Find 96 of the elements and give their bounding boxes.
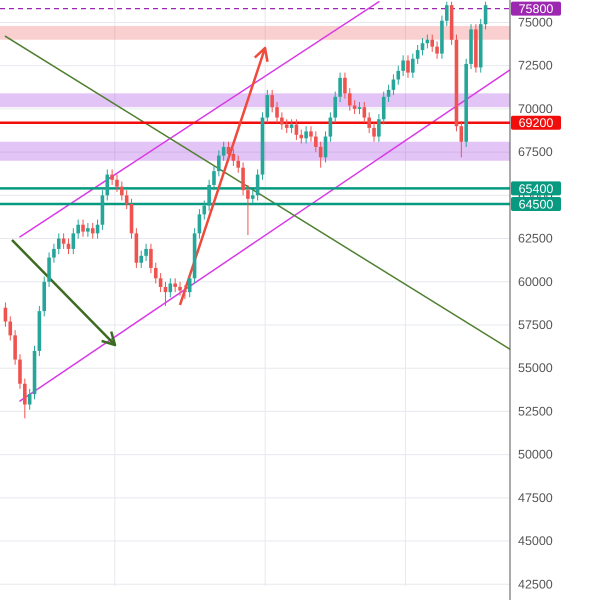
candlestick — [430, 34, 434, 52]
y-tick-label: 60000 — [518, 274, 553, 289]
candlestick — [72, 228, 76, 255]
candlestick — [168, 278, 172, 298]
candlestick — [284, 118, 289, 134]
candlestick — [96, 219, 100, 240]
ref-line-label: 64500 — [518, 197, 554, 212]
candlestick — [250, 190, 255, 204]
y-tick-label: 62500 — [518, 232, 553, 246]
candlestick — [444, 1, 449, 26]
candlestick — [115, 174, 119, 192]
candlestick — [62, 232, 66, 250]
y-tick-label: 42500 — [518, 577, 553, 592]
y-tick-label: 52500 — [518, 404, 553, 418]
candlestick — [401, 54, 405, 77]
y-tick-label: 47500 — [518, 490, 553, 505]
candlestick — [460, 120, 464, 158]
candlestick — [314, 130, 318, 153]
candlestick — [56, 232, 61, 255]
candlestick — [299, 129, 304, 144]
candlestick — [382, 91, 386, 125]
candlestick — [198, 208, 202, 240]
candlestick — [280, 112, 284, 130]
candlestick — [266, 89, 270, 124]
y-tick-label: 55000 — [518, 361, 553, 376]
y-tick-label: 70000 — [518, 102, 553, 116]
ref-line-label: 75800 — [518, 2, 554, 16]
candlestick — [236, 155, 240, 174]
candlestick — [86, 222, 90, 238]
candlestick — [435, 40, 439, 60]
candlestick — [270, 89, 274, 113]
y-tick-label: 57500 — [518, 318, 553, 332]
candlestick — [358, 101, 362, 115]
candlestick — [241, 162, 245, 196]
candlestick — [232, 148, 236, 166]
y-tick-label: 67500 — [518, 145, 553, 160]
candlestick — [207, 179, 211, 212]
candlestick — [367, 112, 371, 134]
candlestick — [217, 150, 221, 177]
candlestick — [416, 44, 420, 64]
y-tick-label: 45000 — [518, 534, 553, 548]
candlestick — [120, 181, 124, 202]
candlestick — [392, 74, 396, 96]
candlestick — [324, 130, 328, 163]
candlestick — [81, 219, 85, 238]
candlestick — [90, 222, 95, 240]
candlestick — [420, 38, 424, 56]
candlestick — [105, 168, 110, 202]
y-tick-label: 75000 — [518, 15, 553, 30]
candlestick — [52, 243, 56, 264]
candlestick — [212, 165, 216, 191]
candlestick — [290, 118, 294, 134]
candlestick — [173, 278, 177, 293]
candlestick — [256, 168, 260, 202]
candlestick — [343, 72, 347, 100]
candlestick — [144, 243, 148, 262]
candlestick — [149, 243, 153, 274]
candlestick — [294, 118, 298, 141]
ref-line-label: 69200 — [518, 116, 554, 130]
y-tick-label: 72500 — [518, 58, 553, 73]
candlestick — [164, 281, 168, 306]
candlestick — [304, 126, 308, 144]
candlestick — [246, 184, 250, 236]
candlestick — [406, 54, 410, 78]
candlestick — [158, 272, 162, 293]
candlestick — [154, 262, 158, 284]
candlestick — [202, 200, 206, 220]
candlestick — [76, 219, 80, 240]
candlestick — [333, 91, 338, 124]
candlestick — [396, 65, 400, 86]
candlestick — [362, 101, 366, 124]
candlestick — [23, 378, 27, 419]
candlestick — [338, 72, 342, 102]
candlestick — [66, 238, 70, 255]
candlestick — [484, 1, 488, 30]
candlestick — [188, 272, 192, 298]
candlestick — [386, 84, 390, 102]
candlestick — [110, 168, 114, 186]
candlestick — [411, 53, 415, 78]
candlestick — [8, 316, 12, 342]
candlestick — [226, 141, 230, 160]
candlestick — [309, 126, 313, 142]
candlestick — [318, 141, 322, 168]
candlestick — [28, 388, 32, 410]
candlestick — [124, 190, 128, 210]
candlestick — [377, 114, 381, 142]
candlestick — [222, 141, 226, 162]
candlestick — [275, 101, 279, 124]
candlestick — [139, 250, 144, 268]
candlestick — [178, 281, 182, 296]
y-tick-label: 50000 — [518, 448, 553, 462]
candlestick — [348, 88, 352, 112]
candlestick — [352, 100, 356, 115]
candlestick — [4, 302, 8, 328]
candlestick — [328, 112, 332, 142]
candlestick — [372, 122, 376, 142]
